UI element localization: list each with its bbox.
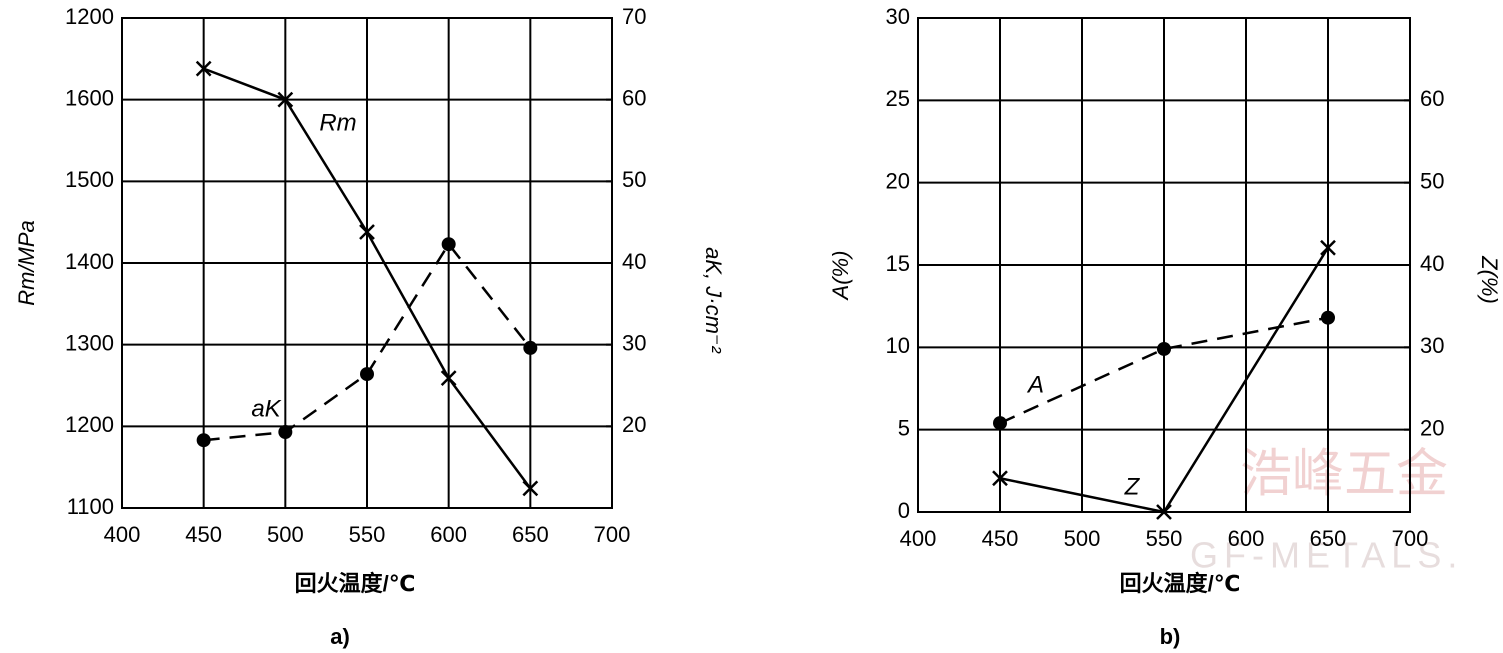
marker (278, 425, 293, 440)
marker (277, 91, 294, 108)
marker (992, 470, 1008, 487)
marker (1157, 341, 1171, 356)
y2-tick-label: 40 (622, 249, 646, 274)
series-label: aK (251, 395, 281, 422)
y-tick-label: 15 (886, 251, 910, 276)
y-tick-label: 20 (886, 168, 910, 193)
marker (993, 416, 1007, 431)
x-tick-label: 550 (349, 522, 386, 547)
y2-tick-label: 20 (622, 412, 646, 437)
watermark: GF-METALS. (1190, 535, 1463, 576)
marker (440, 370, 457, 387)
x-axis-label: 回火温度/℃ (1120, 571, 1241, 596)
marker (360, 367, 374, 382)
x-tick-label: 450 (185, 522, 222, 547)
y2-tick-label: 50 (1420, 168, 1444, 193)
x-tick-label: 700 (1392, 526, 1429, 551)
x-tick-label: 700 (594, 522, 631, 547)
y-tick-label: 30 (886, 4, 910, 29)
marker (1156, 504, 1172, 520)
y-tick-label: 25 (886, 86, 910, 111)
y2-tick-label: 40 (1420, 251, 1444, 276)
marker (1320, 239, 1336, 256)
x-tick-label: 600 (1228, 526, 1265, 551)
x-tick-label: 650 (512, 522, 549, 547)
marker (522, 480, 539, 497)
y-tick-label: 1500 (65, 167, 114, 192)
marker (441, 237, 456, 252)
marker (1321, 310, 1335, 325)
x-axis-label: 回火温度/℃ (295, 571, 416, 596)
marker (523, 340, 538, 355)
series-label: A (1026, 371, 1044, 398)
y2-tick-label: 60 (1420, 86, 1444, 111)
y2-axis-label: aK, J·cm⁻² (701, 247, 726, 353)
series-label: Z (1124, 473, 1141, 500)
x-tick-label: 550 (1146, 526, 1183, 551)
x-tick-label: 400 (104, 522, 141, 547)
marker (359, 224, 375, 240)
y-axis-label: A(%) (828, 251, 853, 302)
y-tick-label: 1400 (65, 249, 114, 274)
y2-tick-label: 50 (622, 167, 646, 192)
y-tick-label: 1300 (65, 330, 114, 355)
marker (195, 60, 212, 77)
y2-tick-label: 60 (622, 85, 646, 110)
y-tick-label: 0 (898, 498, 910, 523)
x-tick-label: 500 (1064, 526, 1101, 551)
marker (196, 433, 211, 448)
y-axis-label: Rm/MPa (14, 220, 39, 306)
x-tick-label: 650 (1310, 526, 1347, 551)
y-tick-label: 1600 (65, 85, 114, 110)
y2-tick-label: 70 (622, 4, 646, 29)
watermark: 浩峰五金 (1240, 446, 1448, 504)
y2-axis-label: Z(%) (1477, 255, 1502, 304)
x-tick-label: 450 (982, 526, 1019, 551)
y2-tick-label: 30 (622, 330, 646, 355)
caption: b) (1160, 624, 1181, 649)
y2-tick-label: 30 (1420, 333, 1444, 358)
y-tick-label: 1200 (65, 412, 114, 437)
series-label: Rm (319, 109, 356, 136)
x-tick-label: 600 (430, 522, 467, 547)
x-tick-label: 500 (267, 522, 304, 547)
series-line (999, 316, 1329, 425)
y2-tick-label: 20 (1420, 415, 1444, 440)
y-tick-label: 10 (886, 333, 910, 358)
y-tick-label: 5 (898, 415, 910, 440)
y-tick-label: 1100 (67, 494, 114, 519)
caption: a) (330, 624, 350, 649)
x-tick-label: 400 (900, 526, 937, 551)
y-tick-label: 1200 (65, 4, 114, 29)
